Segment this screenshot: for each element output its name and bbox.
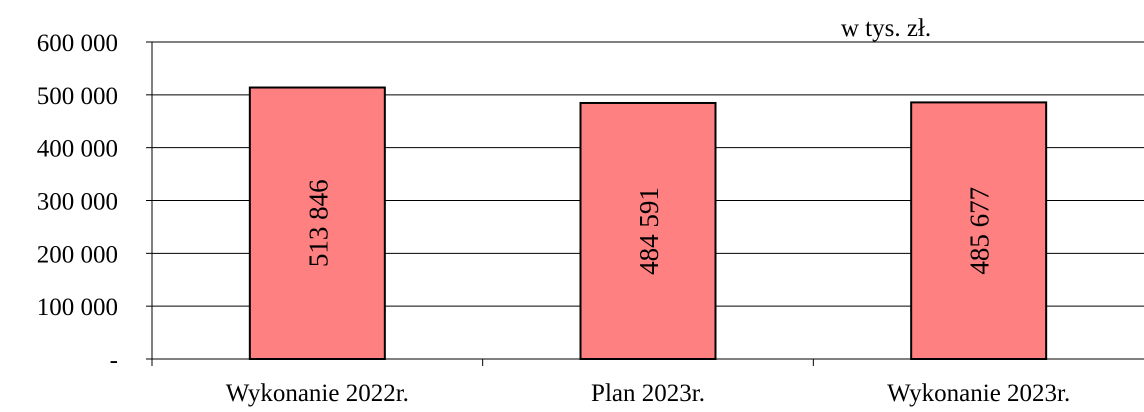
y-tick-label: - <box>110 347 118 374</box>
bar-value-label: 485 677 <box>965 187 995 275</box>
bar-value-label: 484 591 <box>634 187 664 275</box>
axes <box>151 42 1144 360</box>
bars: 513 846 484 591 485 677 <box>248 86 1048 360</box>
x-tick-label: Wykonanie 2022r. <box>226 380 409 407</box>
y-tick-label: 500 000 <box>37 83 118 110</box>
unit-label: w tys. zł. <box>841 15 931 42</box>
x-tick-label: Wykonanie 2023r. <box>887 380 1070 407</box>
x-axis-ticks: Wykonanie 2022r. Plan 2023r. Wykonanie 202… <box>151 359 1070 407</box>
y-tick-label: 200 000 <box>37 241 118 268</box>
y-tick-label: 600 000 <box>37 30 118 57</box>
y-tick-label: 100 000 <box>37 294 118 321</box>
y-tick-label: 400 000 <box>37 136 118 163</box>
y-tick-label: 300 000 <box>37 189 118 216</box>
bar <box>910 101 1048 360</box>
bar <box>579 101 717 360</box>
x-tick-label: Plan 2023r. <box>591 380 705 407</box>
y-axis-ticks: - 100 000 200 000 300 000 400 000 500 000 600 … <box>37 30 152 374</box>
bar-value-label: 513 846 <box>303 179 333 267</box>
bar <box>248 86 386 360</box>
